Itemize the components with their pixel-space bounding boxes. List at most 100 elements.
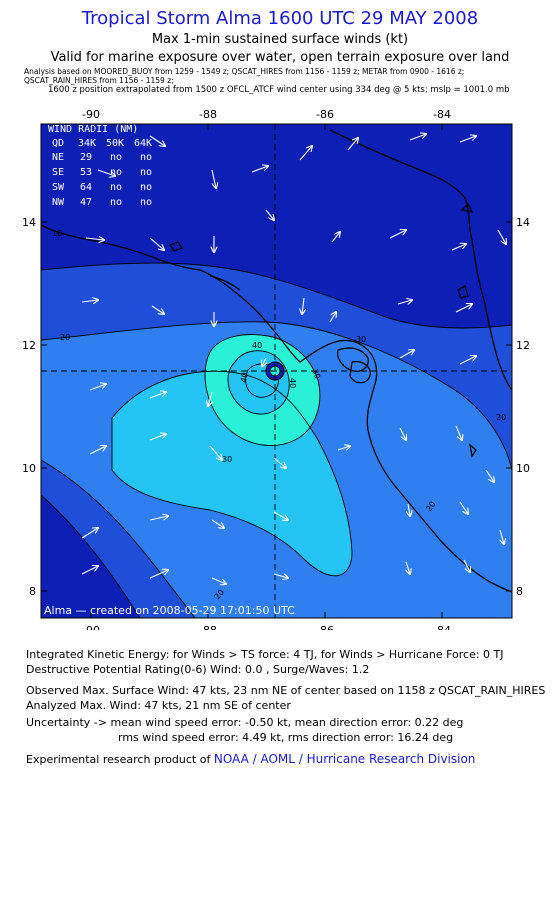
wind-arrow [89,446,106,455]
analysis-sources-line2: QSCAT_RAIN_HIRES from 1156 - 1159 z; [24,76,174,85]
wind-arrow [149,516,168,521]
contour-label: 30 [356,335,366,344]
contour-label: 30 [222,455,232,464]
wind-arrow [208,391,212,406]
wind-radii-nw-34k: 47 [80,197,92,208]
wind-arrow [463,559,470,572]
wind-arrow [497,229,506,244]
wind-arrow [347,138,358,151]
longitude-label-top-2: -86 [316,108,334,121]
wind-arrow [329,312,336,323]
latitude-label-left-0: 14 [22,216,36,229]
wind-arrow [149,434,166,441]
wind-arrow [97,169,115,176]
wind-arrow [211,169,216,188]
wind-radii-sw-64k: no [140,182,152,193]
uncertainty-line1: Uncertainty -> mean wind speed error: -0… [26,716,464,729]
wind-arrow [149,392,166,399]
observed-max-line: Observed Max. Surface Wind: 47 kts, 23 n… [26,684,546,697]
contour-label: 20 [60,333,70,342]
wind-radii-se-50k: no [110,167,122,178]
wind-arrow [397,300,412,304]
wind-radii-nw-50k: no [110,197,122,208]
wind-level-0-10-southwest [41,495,140,618]
contour-lines [41,262,512,618]
wind-radii-ne-34k: 29 [80,152,92,163]
wind-arrow [389,230,406,239]
latitude-label-left-3: 8 [29,585,36,598]
contour-label: 40 [239,372,250,384]
wind-radii-title: WIND RADII (NM) [48,124,138,135]
hrd-link[interactable]: NOAA / AOML / Hurricane Research Divisio… [213,752,476,766]
center-crosshair [41,124,512,618]
wind-radii-nw-label: NW [52,197,65,208]
wind-arrow [149,135,165,146]
wind-arrow [485,469,494,482]
wind-radii-se-64k: no [140,167,152,178]
wind-radii-ne-label: NE [52,152,64,163]
wind-arrow [209,445,222,460]
latitude-label-right-0: 14 [516,216,530,229]
wind-radii-col-64k: 64K [134,138,152,149]
latitude-label-left-1: 12 [22,339,36,352]
dpr-line: Destructive Potential Rating(0-6) Wind: … [26,663,370,676]
latitude-label-left-2: 10 [22,462,36,475]
wind-arrow [459,501,468,514]
wind-arrow [455,425,462,440]
contour-label: 30 [310,368,322,381]
wind-arrow [409,134,426,141]
longitude-label-top-3: -84 [433,108,451,121]
chart-title: Tropical Storm Alma 1600 UTC 29 MAY 2008 [81,8,479,29]
longitude-label-bottom-1: -88 [199,624,217,630]
wind-arrow [262,357,266,366]
wind-arrow [455,304,472,313]
wind-radii-nw-64k: no [140,197,152,208]
wind-arrow [299,146,312,161]
product-prefix: Experimental research product of [26,753,211,766]
axis-ticks [41,124,512,618]
subtitle-validity: Valid for marine exposure over water, op… [50,50,510,65]
wind-arrow [85,238,104,240]
wind-arrow [149,237,164,250]
longitude-label-bottom-3: -84 [433,624,451,630]
position-info: 1600 z position extrapolated from 1500 z… [48,85,510,95]
wind-arrow [451,244,466,251]
contour-label: 20 [496,413,506,422]
wind-vectors [81,134,506,584]
contour-label: 10 [52,229,62,238]
wind-radii-col-qd: QD [52,138,64,149]
latitude-axis: 14 14 12 12 10 10 8 8 [22,216,530,598]
wind-arrow [337,446,350,450]
analysis-sources-line1: Analysis based on MOORED_BUOY from 1259 … [24,67,465,76]
latitude-label-right-3: 8 [516,585,523,598]
wind-arrow [81,566,98,575]
wind-arrow [459,356,476,365]
wind-arrow [251,166,268,173]
contour-label: 40 [252,341,262,350]
plot-frame [40,123,513,619]
wind-radii-se-label: SE [52,167,64,178]
wind-arrow [265,209,274,220]
wind-arrow [408,503,410,516]
wind-arrow [406,561,410,574]
wind-arrow [331,232,340,243]
wind-level-0-10-north [41,124,512,328]
wind-radii-table: WIND RADII (NM) QD 34K 50K 64K NE 29 no … [48,124,152,208]
map-footer-timestamp: Alma — created on 2008-05-29 17:01:50 UT… [44,604,295,617]
longitude-label-bottom-0: -90 [82,624,100,630]
wind-arrow [273,511,288,520]
wind-arrow [151,305,164,314]
longitude-label-top-1: -88 [199,108,217,121]
wind-radii-ne-50k: no [110,152,122,163]
wind-arrow [211,519,224,528]
wind-arrow [149,570,168,579]
ike-line: Integrated Kinetic Energy: for Winds > T… [26,648,504,661]
wind-arrow [302,297,304,314]
wind-arrow [81,528,98,539]
wind-arrow [459,136,476,143]
contour-label: 40 [288,378,297,388]
wind-radii-sw-label: SW [52,182,65,193]
wind-radii-sw-34k: 64 [80,182,92,193]
